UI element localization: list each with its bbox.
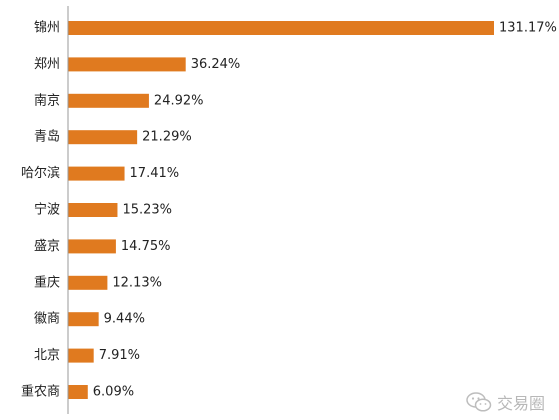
value-label: 15.23%: [122, 203, 172, 218]
category-label: 北京: [34, 348, 60, 363]
watermark-text: 交易圈: [496, 394, 545, 413]
category-label: 锦州: [34, 21, 60, 36]
bar: [68, 57, 186, 72]
category-label: 盛京: [34, 239, 60, 254]
bar: [68, 312, 99, 327]
category-label: 哈尔滨: [21, 165, 60, 181]
category-label: 徽商: [34, 312, 60, 327]
category-label: 重庆: [34, 274, 60, 290]
bars: [68, 21, 494, 399]
bar: [68, 21, 494, 35]
value-label: 6.09%: [93, 385, 134, 400]
value-label: 14.75%: [121, 239, 171, 254]
category-label: 宁波: [34, 202, 60, 218]
category-label: 郑州: [34, 57, 60, 72]
bar: [68, 275, 108, 290]
bar: [68, 348, 94, 363]
value-label: 12.13%: [112, 275, 162, 290]
bar: [68, 93, 149, 108]
category-label: 重农商: [21, 384, 60, 400]
wechat-icon: [466, 392, 492, 412]
value-label: 17.41%: [130, 166, 180, 181]
value-labels: 131.17% 36.24% 24.92% 21.29% 17.41% 15.23% 14.…: [93, 21, 557, 400]
value-label: 36.24%: [191, 57, 241, 72]
value-label: 24.92%: [154, 93, 204, 108]
value-label: 21.29%: [142, 130, 192, 145]
bar: [68, 239, 116, 254]
category-label: 南京: [34, 92, 60, 108]
value-label: 131.17%: [499, 21, 557, 36]
bar: [68, 385, 88, 399]
category-label: 青岛: [34, 129, 60, 145]
bar: [68, 166, 125, 181]
watermark: 交易圈: [466, 390, 545, 414]
bar: [68, 203, 118, 217]
value-label: 9.44%: [104, 312, 145, 327]
value-label: 7.91%: [99, 348, 140, 363]
bar: [68, 130, 138, 145]
